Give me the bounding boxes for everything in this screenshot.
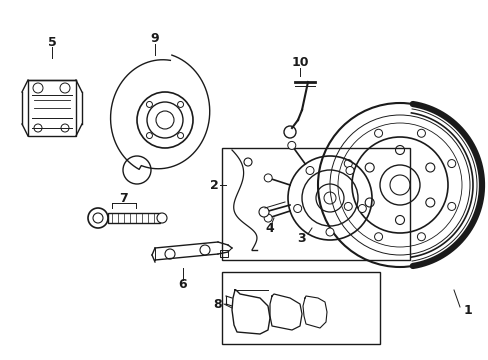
Circle shape — [346, 166, 353, 175]
Polygon shape — [269, 294, 302, 330]
Text: 8: 8 — [213, 297, 222, 310]
Polygon shape — [231, 290, 269, 334]
Text: 1: 1 — [463, 303, 471, 316]
Text: 3: 3 — [297, 231, 305, 244]
Text: 7: 7 — [119, 192, 127, 204]
Circle shape — [293, 204, 301, 212]
Bar — [222, 148, 409, 260]
Bar — [108, 213, 160, 223]
Text: 10: 10 — [291, 55, 308, 68]
Circle shape — [325, 228, 333, 236]
Text: 2: 2 — [209, 179, 218, 192]
Text: 5: 5 — [47, 36, 56, 49]
Circle shape — [305, 166, 313, 175]
Circle shape — [264, 214, 272, 222]
Circle shape — [264, 174, 272, 182]
Circle shape — [358, 204, 366, 212]
Text: 4: 4 — [265, 221, 274, 234]
Circle shape — [88, 208, 108, 228]
Text: 9: 9 — [150, 32, 159, 45]
Polygon shape — [303, 296, 326, 328]
Bar — [220, 250, 227, 257]
Circle shape — [157, 213, 167, 223]
Text: 6: 6 — [178, 279, 187, 292]
Circle shape — [244, 158, 251, 166]
Circle shape — [259, 207, 268, 217]
Circle shape — [287, 141, 295, 149]
Bar — [222, 272, 379, 344]
Bar — [28, 80, 76, 136]
